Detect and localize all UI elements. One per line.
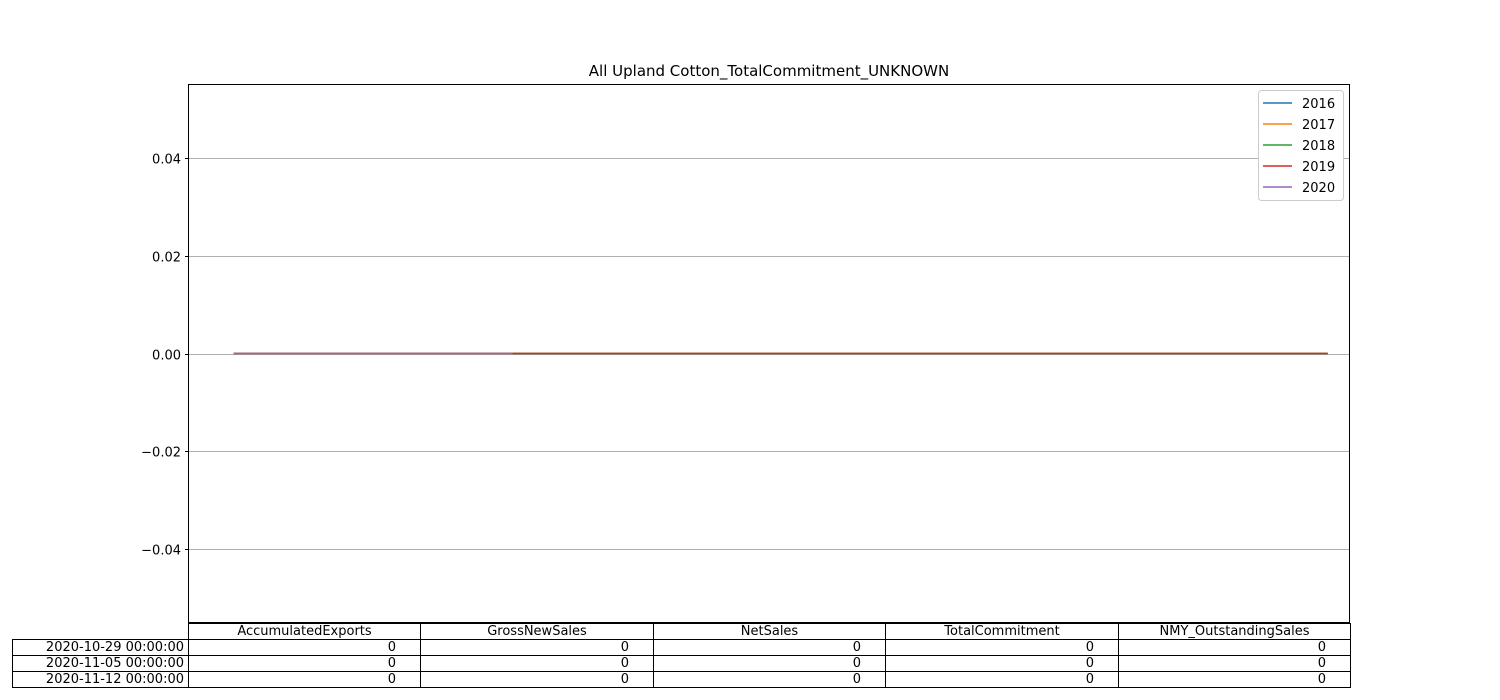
- table-cell: 0: [653, 655, 886, 672]
- table-cell: 0: [188, 639, 421, 656]
- table-cell: 0: [188, 671, 421, 688]
- table-row: 2020-11-12 00:00:00 0 0 0 0 0: [12, 671, 1351, 688]
- table-corner: [13, 624, 189, 640]
- legend-label: 2020: [1302, 181, 1335, 196]
- gridlines: [189, 158, 1350, 550]
- column-header: NMY_OutstandingSales: [1118, 623, 1351, 640]
- row-label: 2020-11-12 00:00:00: [12, 671, 189, 688]
- legend: 2016 2017 2018 2019 2020: [1258, 90, 1344, 201]
- table-cell: 0: [885, 671, 1119, 688]
- legend-label: 2016: [1302, 97, 1335, 112]
- y-tick-label: −0.02: [141, 446, 181, 461]
- table-cell: 0: [420, 639, 654, 656]
- table-cell: 0: [1118, 671, 1351, 688]
- column-header: GrossNewSales: [420, 623, 654, 640]
- table-cell: 0: [420, 671, 654, 688]
- chart-title: All Upland Cotton_TotalCommitment_UNKNOW…: [589, 62, 949, 81]
- table-header-row: AccumulatedExports GrossNewSales NetSale…: [13, 623, 1351, 640]
- y-axis: 0.04 0.02 0.00 −0.02 −0.04: [141, 153, 189, 559]
- table-cell: 0: [420, 655, 654, 672]
- table-cell: 0: [188, 655, 421, 672]
- y-tick-label: 0.02: [152, 251, 181, 266]
- column-header: NetSales: [653, 623, 886, 640]
- column-header: AccumulatedExports: [188, 623, 421, 640]
- plot-area-frame: [188, 84, 1350, 623]
- table-cell: 0: [1118, 639, 1351, 656]
- table-cell: 0: [885, 639, 1119, 656]
- table-row: 2020-11-05 00:00:00 0 0 0 0 0: [12, 655, 1351, 672]
- legend-box: [1258, 90, 1344, 201]
- row-label: 2020-11-05 00:00:00: [12, 655, 189, 672]
- legend-label: 2017: [1302, 118, 1335, 133]
- table-cell: 0: [1118, 655, 1351, 672]
- y-tick-label: 0.00: [152, 349, 181, 364]
- row-label: 2020-10-29 00:00:00: [12, 639, 189, 656]
- table-cell: 0: [885, 655, 1119, 672]
- data-table: AccumulatedExports GrossNewSales NetSale…: [12, 623, 1351, 688]
- table-row: 2020-10-29 00:00:00 0 0 0 0 0: [12, 639, 1351, 656]
- table-cell: 0: [653, 639, 886, 656]
- table-cell: 0: [653, 671, 886, 688]
- y-tick-label: −0.04: [141, 544, 181, 559]
- column-header: TotalCommitment: [885, 623, 1119, 640]
- legend-label: 2019: [1302, 160, 1335, 175]
- y-tick-label: 0.04: [152, 153, 181, 168]
- legend-label: 2018: [1302, 139, 1335, 154]
